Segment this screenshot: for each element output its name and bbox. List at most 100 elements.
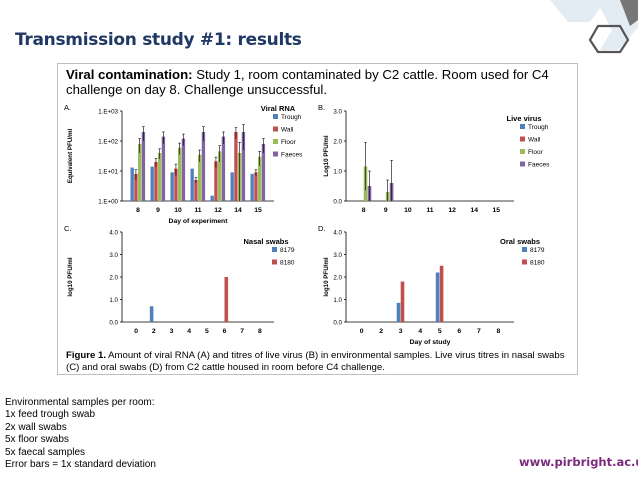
bar-a-floor — [218, 151, 222, 201]
x-tick-label: 6 — [457, 328, 461, 335]
bar-a-trough — [210, 195, 214, 201]
x-tick-label: 3 — [170, 328, 174, 335]
bar-d-8179 — [396, 302, 401, 322]
legend-label: Trough — [528, 124, 549, 131]
x-tick-label: 5 — [438, 328, 442, 335]
legend-swatch — [273, 126, 278, 132]
legend-title: Viral RNA — [261, 104, 296, 113]
panel-label: B. — [318, 103, 325, 112]
legend-label: Floor — [528, 149, 544, 156]
panel-label: C. — [64, 224, 72, 233]
x-tick-label: 5 — [205, 328, 209, 335]
legend-swatch — [273, 139, 278, 144]
bar-c-8180 — [224, 277, 229, 322]
legend-swatch — [520, 136, 525, 142]
slide-title: Transmission study #1: results — [15, 30, 302, 50]
x-tick-label: 4 — [187, 328, 191, 335]
bar-d-8180 — [400, 281, 405, 322]
x-tick-label: 7 — [240, 328, 244, 335]
x-tick-label: 0 — [134, 328, 138, 335]
bar-a-trough — [150, 166, 154, 201]
y-tick-label: 1.0 — [333, 297, 342, 304]
x-tick-label: 12 — [448, 207, 456, 214]
legend-label: 8180 — [530, 260, 545, 267]
bar-a-floor — [138, 143, 142, 201]
x-tick-label: 14 — [470, 207, 478, 214]
legend-swatch — [520, 161, 525, 167]
y-tick-label: 3.0 — [333, 252, 342, 259]
x-tick-label: 7 — [477, 328, 481, 335]
y-tick-label: 2.0 — [109, 275, 118, 282]
bar-a-faeces — [241, 131, 246, 201]
figure-caption: Figure 1. Amount of viral RNA (A) and ti… — [66, 350, 571, 373]
bar-a-floor — [198, 154, 202, 201]
legend-swatch — [520, 149, 525, 154]
y-axis-label: Equivalent PFU/ml — [67, 129, 74, 184]
bar-c-8179 — [149, 306, 154, 322]
legend-label: 8180 — [280, 260, 295, 267]
x-tick-label: 2 — [379, 328, 383, 335]
x-tick-label: 10 — [404, 207, 412, 214]
x-tick-label: 4 — [418, 328, 422, 335]
figure-caption-text: Amount of viral RNA (A) and titres of li… — [66, 350, 565, 373]
x-tick-label: 8 — [362, 207, 366, 214]
x-tick-label: 11 — [426, 207, 433, 214]
legend-label: Trough — [281, 114, 302, 121]
bar-a-faeces — [261, 143, 266, 201]
y-tick-label: 1.0 — [333, 169, 342, 176]
bar-a-wall — [154, 161, 158, 201]
legend-label: 8179 — [530, 247, 545, 254]
legend-title: Nasal swabs — [243, 237, 288, 246]
bar-a-wall — [174, 168, 178, 201]
legend-label: Wall — [528, 137, 541, 144]
y-tick-label: 4.0 — [333, 230, 342, 237]
x-tick-label: 11 — [194, 207, 201, 214]
x-tick-label: 2 — [152, 328, 156, 335]
y-tick-label: 0.0 — [109, 320, 118, 327]
bar-a-trough — [250, 173, 254, 201]
y-tick-label: 1.E+03 — [98, 109, 118, 116]
y-tick-label: 2.0 — [333, 275, 342, 282]
bar-d-8180 — [439, 265, 444, 322]
legend-label: Faeces — [528, 162, 550, 169]
chart-panel-a: A. 1.E+00 1.E+01 1.E+02 1.E+03 Equivalent PFU… — [64, 103, 303, 225]
x-axis-label: Day of experiment — [169, 218, 229, 225]
bar-a-faeces — [161, 136, 166, 201]
y-axis-label: log10 PFU/ml — [323, 257, 330, 296]
x-axis-label: Day of study — [410, 339, 451, 346]
x-tick-label: 9 — [156, 207, 160, 214]
bar-a-wall — [194, 180, 198, 201]
y-axis-label: Log10 PFU/ml — [323, 135, 330, 177]
note-line: 5x floor swabs — [5, 434, 69, 446]
y-tick-label: 0.0 — [333, 199, 342, 206]
notes-list: Environmental samples per room: 1x feed … — [5, 397, 156, 471]
note-line: 2x wall swabs — [5, 421, 67, 433]
legend-label: Faeces — [281, 152, 303, 159]
x-tick-label: 8 — [496, 328, 500, 335]
bar-a-wall — [234, 131, 238, 201]
panel-label: D. — [318, 224, 326, 233]
x-tick-label: 8 — [258, 328, 262, 335]
x-tick-label: 8 — [136, 207, 140, 214]
note-line: 1x feed trough swab — [5, 409, 96, 421]
website-url[interactable]: www.pirbright.ac.uk — [519, 455, 638, 469]
figure-header: Viral contamination: Study 1, room conta… — [66, 67, 571, 97]
figure-header-bold: Viral contamination: — [66, 67, 193, 82]
legend-swatch — [520, 124, 525, 129]
x-tick-label: 15 — [493, 207, 501, 214]
bar-a-trough — [190, 168, 194, 201]
y-axis-label: log10 PFU/ml — [67, 257, 74, 296]
x-tick-label: 12 — [214, 207, 222, 214]
legend-label: Floor — [281, 139, 297, 146]
legend-title: Live virus — [506, 114, 541, 123]
note-line: 5x faecal samples — [5, 446, 86, 458]
legend-swatch — [522, 247, 527, 252]
y-tick-label: 4.0 — [109, 230, 118, 237]
panel-label: A. — [64, 103, 71, 112]
y-tick-label: 0.0 — [333, 320, 342, 327]
legend-swatch — [272, 259, 277, 265]
x-tick-label: 10 — [174, 207, 182, 214]
legend-label: 8179 — [280, 247, 295, 254]
note-line: Error bars = 1x standard deviation — [5, 459, 156, 471]
bar-a-wall — [134, 173, 138, 201]
